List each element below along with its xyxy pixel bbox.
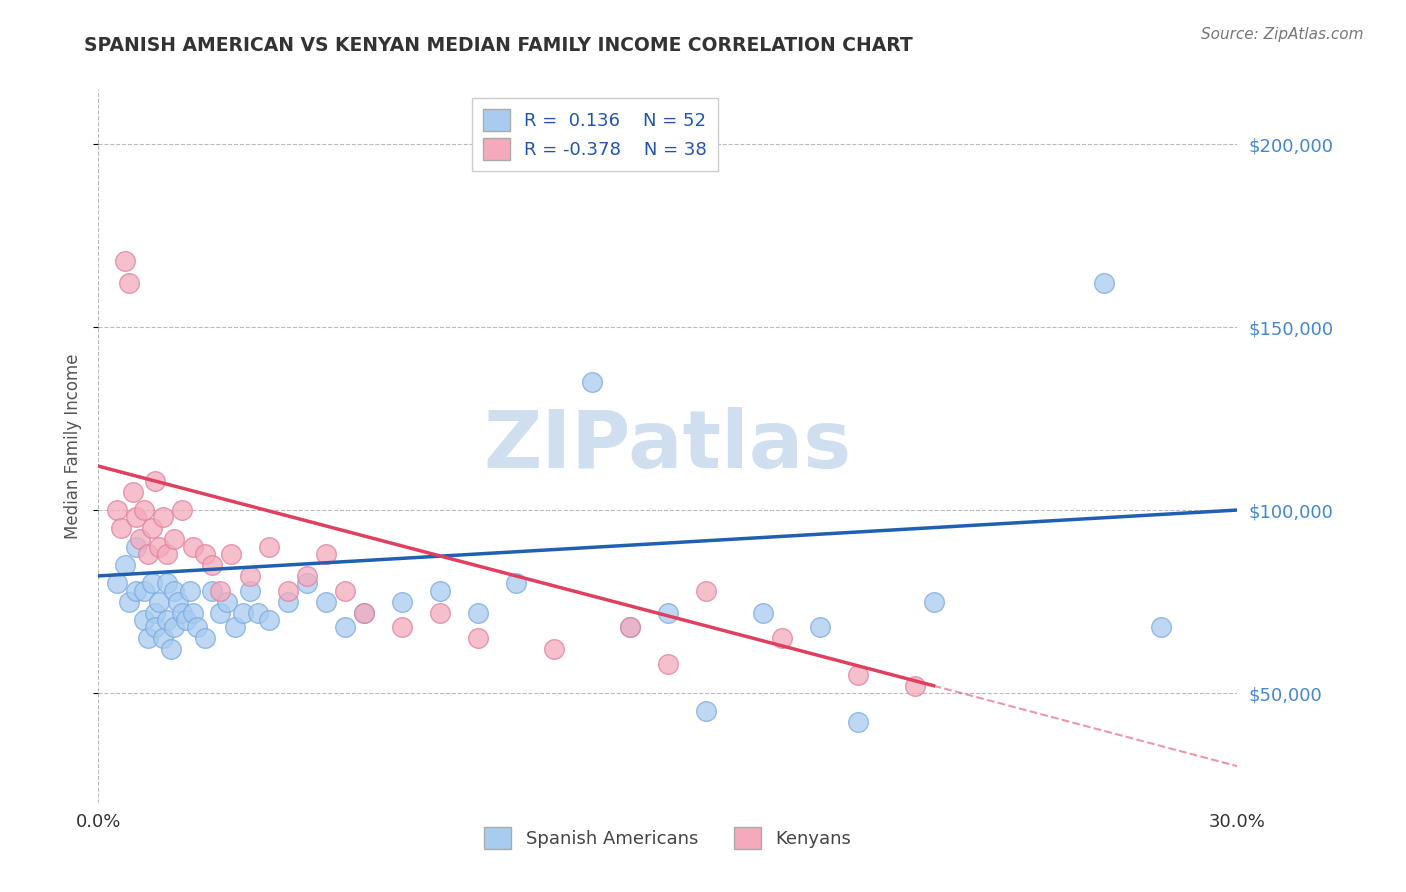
Point [277,594,299,608]
Point [217,594,239,608]
Point [259,540,281,554]
Point [125,540,148,554]
Point [315,547,337,561]
Point [695,583,717,598]
Point [170,503,193,517]
Point [118,276,141,290]
Point [152,510,174,524]
Point [232,606,254,620]
Point [136,547,159,561]
Point [619,620,641,634]
Point [335,583,357,598]
Point [148,594,170,608]
Point [657,606,679,620]
Point [224,620,246,634]
Point [121,484,143,499]
Point [1094,276,1116,290]
Point [846,667,869,681]
Point [114,254,136,268]
Point [132,583,155,598]
Point [201,558,224,572]
Point [391,620,413,634]
Point [125,510,148,524]
Point [118,594,141,608]
Point [194,547,217,561]
Point [467,631,489,645]
Point [208,606,231,620]
Point [752,606,775,620]
Point [141,576,163,591]
Point [904,679,927,693]
Point [277,583,299,598]
Point [141,521,163,535]
Text: ZIPatlas: ZIPatlas [484,407,852,485]
Point [156,613,179,627]
Point [114,558,136,572]
Point [194,631,217,645]
Point [148,540,170,554]
Point [391,594,413,608]
Point [695,704,717,718]
Point [619,620,641,634]
Point [129,533,152,547]
Point [152,631,174,645]
Point [145,474,167,488]
Point [353,606,375,620]
Point [429,583,451,598]
Point [145,606,167,620]
Point [107,576,129,591]
Point [1150,620,1173,634]
Y-axis label: Median Family Income: Median Family Income [65,353,83,539]
Point [145,620,167,634]
Point [156,547,179,561]
Point [221,547,243,561]
Point [132,613,155,627]
Point [163,583,186,598]
Point [770,631,793,645]
Point [505,576,527,591]
Point [167,594,190,608]
Point [657,657,679,671]
Point [429,606,451,620]
Point [163,533,186,547]
Point [335,620,357,634]
Point [174,613,197,627]
Point [297,569,319,583]
Point [163,620,186,634]
Point [132,503,155,517]
Legend: Spanish Americans, Kenyans: Spanish Americans, Kenyans [475,818,860,858]
Point [125,583,148,598]
Point [159,642,181,657]
Text: SPANISH AMERICAN VS KENYAN MEDIAN FAMILY INCOME CORRELATION CHART: SPANISH AMERICAN VS KENYAN MEDIAN FAMILY… [84,36,912,54]
Point [353,606,375,620]
Point [922,594,945,608]
Point [201,583,224,598]
Point [808,620,831,634]
Point [208,583,231,598]
Point [183,540,205,554]
Point [467,606,489,620]
Point [186,620,208,634]
Point [179,583,201,598]
Point [543,642,565,657]
Point [246,606,269,620]
Text: Source: ZipAtlas.com: Source: ZipAtlas.com [1201,27,1364,42]
Point [156,576,179,591]
Point [110,521,132,535]
Point [136,631,159,645]
Point [107,503,129,517]
Point [183,606,205,620]
Point [239,569,262,583]
Point [170,606,193,620]
Point [315,594,337,608]
Point [239,583,262,598]
Point [846,715,869,730]
Point [297,576,319,591]
Point [259,613,281,627]
Point [581,375,603,389]
